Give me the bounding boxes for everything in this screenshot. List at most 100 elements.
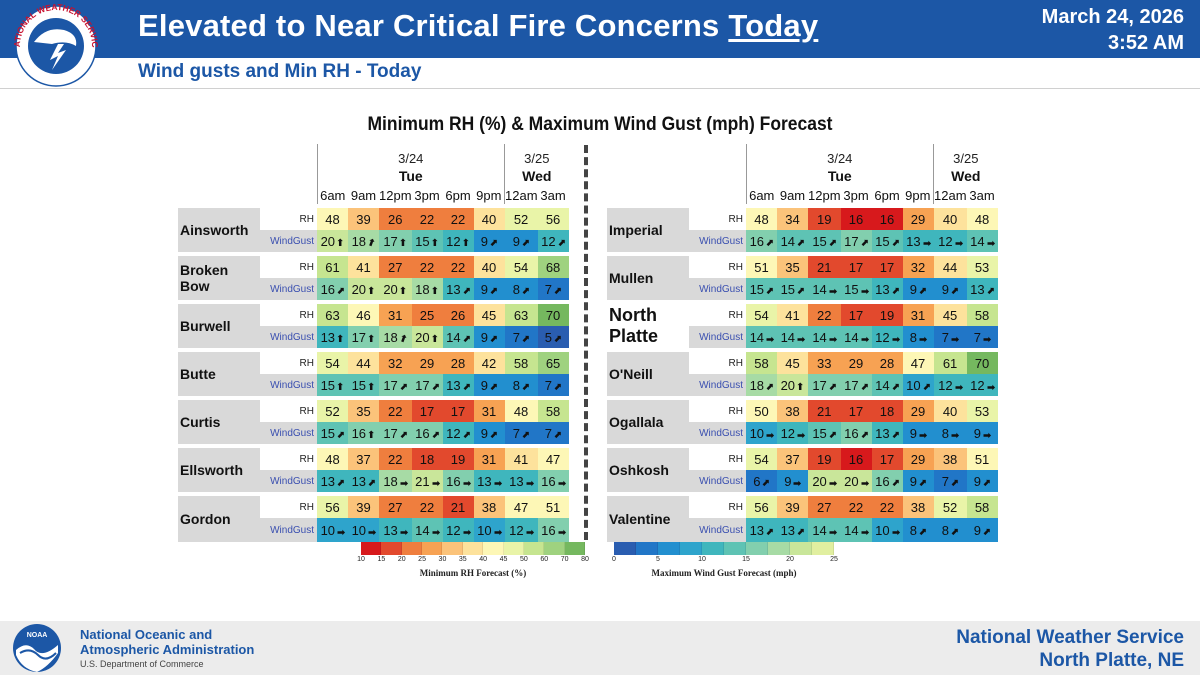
windgust-row-label: WindGust xyxy=(689,230,746,254)
gust-value: 9 xyxy=(480,329,488,345)
gust-value: 10 xyxy=(749,425,765,441)
gust-value: 20 xyxy=(351,281,367,297)
gust-value: 18 xyxy=(351,233,367,249)
gust-value: 8 xyxy=(512,377,520,393)
station-rh-row: Gordon RH 56 39 27 22 21 38 47 51 xyxy=(178,492,569,542)
gust-value-cell: 12⬆ xyxy=(933,374,967,398)
station-gust-row: WindGust 15⬆ 16⬆ 17⬆ 16⬆ 12⬆ 9⬆ 7⬆ 7⬆ xyxy=(178,422,569,446)
rh-row-label: RH xyxy=(260,396,317,422)
gust-value-cell: 13⬆ xyxy=(317,470,348,494)
windgust-row-label: WindGust xyxy=(260,230,317,254)
station-rh-row: Curtis RH 52 35 22 17 17 31 48 58 xyxy=(178,396,569,446)
wind-arrow-icon: ⬆ xyxy=(491,478,503,488)
gust-value-cell: 9⬆ xyxy=(504,230,538,254)
rh-value-cell: 29 xyxy=(902,204,934,230)
wind-arrow-icon: ⬆ xyxy=(518,236,533,250)
rh-value-cell: 39 xyxy=(348,492,379,518)
gust-value: 12 xyxy=(541,233,556,249)
gust-value-cell: 13⬆ xyxy=(777,518,808,542)
station-rh-row: Ellsworth RH 48 37 22 18 19 31 41 47 xyxy=(178,444,569,494)
rh-value-cell: 38 xyxy=(902,492,934,518)
gust-value-cell: 10⬆ xyxy=(317,518,348,542)
gust-value-cell: 17⬆ xyxy=(379,422,412,446)
rh-value-cell: 58 xyxy=(966,492,998,518)
gust-value: 13 xyxy=(906,233,921,249)
gust-value-cell: 18⬆ xyxy=(348,230,379,254)
gust-value: 12 xyxy=(446,425,461,441)
rh-value-cell: 65 xyxy=(537,348,569,374)
rh-value-cell: 68 xyxy=(537,252,569,278)
gust-legend-ticks: 0 5 10 15 20 25 xyxy=(612,555,838,567)
rh-value-cell: 19 xyxy=(808,204,841,230)
gust-value: 7 xyxy=(544,281,552,297)
wind-arrow-icon: ⬆ xyxy=(984,238,996,248)
gust-value-cell: 17⬆ xyxy=(379,230,412,254)
gust-value-cell: 8⬆ xyxy=(504,278,538,302)
wind-arrow-icon: ⬆ xyxy=(486,284,501,298)
wind-arrow-icon: ⬆ xyxy=(397,527,409,537)
wind-arrow-icon: ⬆ xyxy=(825,428,839,442)
wind-arrow-icon: ⬆ xyxy=(430,333,439,345)
time-header: 6pm xyxy=(874,187,900,203)
station-name-gordon: Gordon xyxy=(178,492,260,542)
windgust-row-label: WindGust xyxy=(689,470,746,494)
rh-value-cell: 17 xyxy=(411,396,443,422)
gust-value-cell: 12⬆ xyxy=(442,230,474,254)
gust-colorbar xyxy=(614,542,834,555)
legend-swatch xyxy=(401,542,423,555)
gust-value-cell: 7⬆ xyxy=(537,278,569,302)
gust-value: 7 xyxy=(544,425,552,441)
gust-value: 14 xyxy=(415,522,430,538)
rh-value-cell: 51 xyxy=(966,444,998,470)
gust-value-cell: 12⬆ xyxy=(871,326,903,350)
station-gust-row: WindGust 18⬆ 20⬆ 17⬆ 17⬆ 14⬆ 10⬆ 12⬆ 12⬆ xyxy=(607,374,998,398)
rh-value-cell: 22 xyxy=(411,492,443,518)
gust-value-cell: 14⬆ xyxy=(966,230,998,254)
gust-value: 17 xyxy=(415,377,430,393)
gust-value: 15 xyxy=(812,425,827,441)
rh-legend-label: Minimum RH Forecast (%) xyxy=(419,568,527,578)
legend-tick: 30 xyxy=(438,556,447,563)
gust-value: 9 xyxy=(909,281,917,297)
rh-value-cell: 70 xyxy=(537,300,569,326)
rh-value-cell: 38 xyxy=(473,492,505,518)
gust-value: 17 xyxy=(844,377,859,393)
wind-arrow-icon: ⬆ xyxy=(915,476,930,490)
rh-value-cell: 39 xyxy=(777,492,808,518)
wind-arrow-icon: ⬆ xyxy=(523,527,535,537)
wind-arrow-icon: ⬆ xyxy=(980,430,992,440)
station-rh-row: Oshkosh RH 54 37 19 16 17 29 38 51 xyxy=(607,444,998,494)
header-spacer xyxy=(607,144,746,166)
rh-value-cell: 63 xyxy=(317,300,348,326)
gust-value: 13 xyxy=(446,281,461,297)
gust-value: 15 xyxy=(844,281,859,297)
gust-value: 20 xyxy=(812,473,827,489)
rh-value-cell: 35 xyxy=(348,396,379,422)
header-bar: Elevated to Near Critical Fire Concerns … xyxy=(0,0,1200,58)
gust-value-cell: 13⬆ xyxy=(504,470,538,494)
time-header: 6am xyxy=(316,186,348,206)
wind-arrow-icon: ⬆ xyxy=(486,332,501,346)
legend-tick: 60 xyxy=(540,556,549,563)
legend-swatch xyxy=(746,542,768,555)
legend-tick: 20 xyxy=(786,556,794,563)
gust-value-cell: 16⬆ xyxy=(348,422,379,446)
wind-arrow-icon: ⬆ xyxy=(333,476,348,490)
gust-value: 10 xyxy=(351,522,367,538)
rh-value-cell: 22 xyxy=(379,396,412,422)
rh-value-cell: 17 xyxy=(840,300,872,326)
rh-value-cell: 17 xyxy=(840,396,872,422)
header-spacer xyxy=(178,186,317,206)
wind-arrow-icon: ⬆ xyxy=(858,334,870,344)
noaa-department: U.S. Department of Commerce xyxy=(80,659,204,669)
gust-value: 12 xyxy=(446,522,461,538)
gust-value-cell: 18⬆ xyxy=(379,326,412,350)
gust-value: 12 xyxy=(938,377,953,393)
gust-value-cell: 9⬆ xyxy=(902,278,934,302)
gust-value-cell: 14⬆ xyxy=(777,326,808,350)
windgust-row-label: WindGust xyxy=(689,326,746,350)
wind-arrow-icon: ⬆ xyxy=(333,284,348,298)
gust-value-cell: 9⬆ xyxy=(473,230,505,254)
legend-swatch xyxy=(462,542,484,555)
gust-value-cell: 15⬆ xyxy=(840,278,872,302)
